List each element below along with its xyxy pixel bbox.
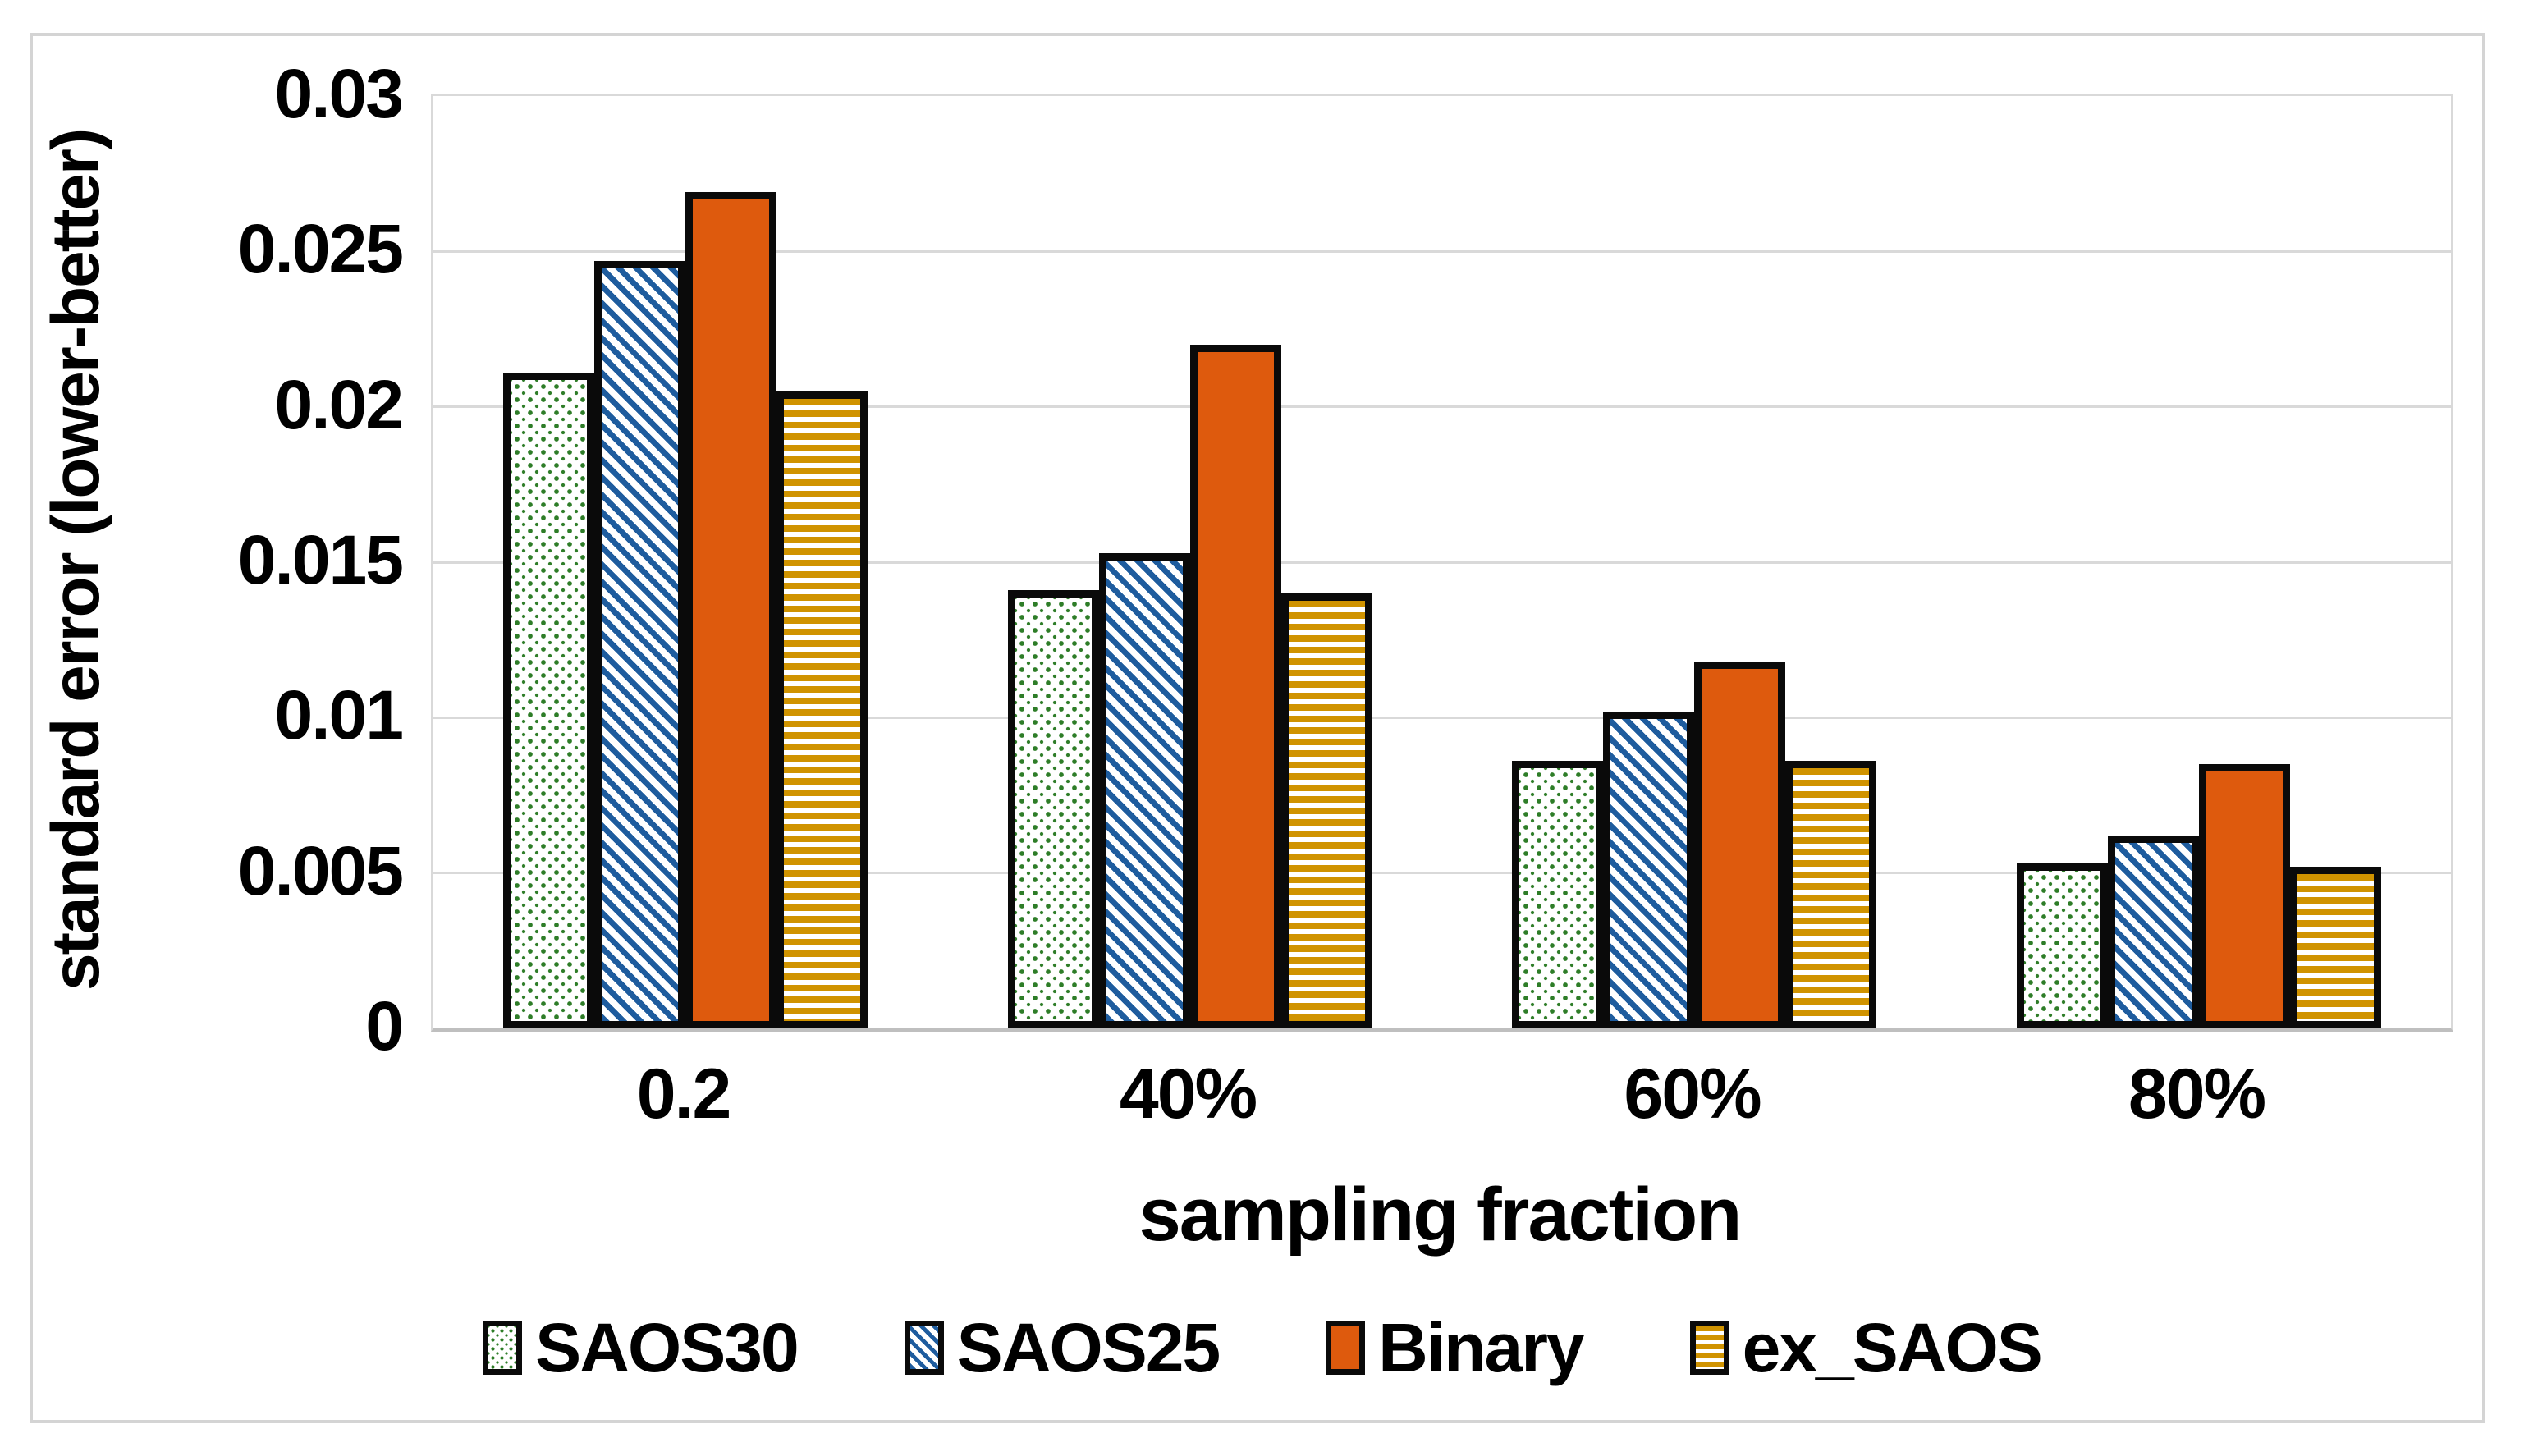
legend-item-Binary: Binary [1326,1303,1585,1393]
legend-item-ex_SAOS: ex_SAOS [1689,1303,2043,1393]
legend-swatch-gold-horizontal-stripes-icon [1689,1321,1729,1375]
bar-Binary-0.2 [685,192,777,1028]
legend-label: SAOS25 [956,1309,1221,1386]
bar-SAOS25-60% [1603,712,1695,1028]
y-tick-label-0.015: 0.015 [237,521,404,598]
x-axis-title-text: sampling fraction [1138,1173,1743,1257]
bar-ex_SAOS-0.2 [776,391,868,1028]
plot-area [431,94,2453,1032]
bar-SAOS25-80% [2107,836,2199,1028]
legend-item-SAOS30: SAOS30 [483,1303,799,1393]
y-tick-label-0: 0 [365,987,404,1065]
x-tick-label-60%: 60% [1624,1055,1761,1133]
x-tick-label-40%: 40% [1119,1055,1257,1133]
gridline [433,405,2451,409]
bar-SAOS30-80% [2016,863,2108,1028]
y-tick-label-0.01: 0.01 [274,676,405,754]
gridline [433,872,2451,875]
legend-label: Binary [1378,1309,1584,1386]
gridline [433,561,2451,564]
y-tick-label-0.03: 0.03 [274,55,405,132]
chart-legend: SAOS30 SAOS25 Binary ex_SAOS [0,1294,2524,1401]
bar-Binary-60% [1694,662,1786,1028]
legend-label: ex_SAOS [1742,1309,2043,1386]
gridline [433,250,2451,253]
y-tick-label-0.02: 0.02 [274,365,405,443]
bar-SAOS25-40% [1098,553,1190,1028]
x-tick-label-0.2: 0.2 [636,1055,732,1133]
bar-ex_SAOS-40% [1280,593,1372,1028]
x-axis-title: sampling fraction [431,1172,2448,1258]
y-tick-label-0.005: 0.005 [237,831,404,909]
legend-item-SAOS25: SAOS25 [904,1303,1221,1393]
y-axis-title: standard error (lower-better) [15,94,138,1026]
bar-ex_SAOS-80% [2289,867,2381,1028]
y-tick-label-0.025: 0.025 [237,210,404,288]
gridline [433,716,2451,719]
bar-Binary-80% [2198,764,2290,1028]
legend-label: SAOS30 [535,1309,799,1386]
y-axis-title-text: standard error (lower-better) [39,129,113,991]
x-tick-label-80%: 80% [2128,1055,2266,1133]
bar-Binary-40% [1189,345,1281,1028]
legend-swatch-green-dots-icon [483,1321,523,1375]
bar-SAOS30-60% [1512,761,1604,1028]
legend-swatch-blue-diagonal-stripes-icon [904,1321,944,1375]
bar-ex_SAOS-60% [1785,761,1877,1028]
bar-SAOS30-0.2 [503,373,595,1028]
legend-swatch-solid-orange-icon [1326,1321,1366,1375]
bar-SAOS25-0.2 [594,261,686,1028]
bar-SAOS30-40% [1007,590,1099,1028]
